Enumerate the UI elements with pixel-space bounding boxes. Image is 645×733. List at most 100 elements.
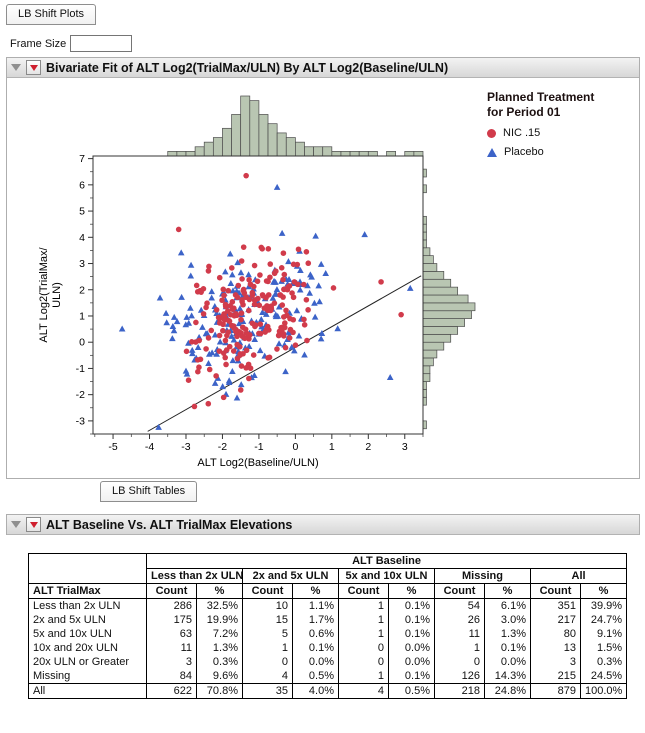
scatter-point-nic15[interactable]	[185, 377, 192, 383]
scatter-point-nic15[interactable]	[250, 352, 257, 358]
y-histogram-bar[interactable]	[422, 389, 427, 398]
scatter-point-nic15[interactable]	[284, 286, 291, 293]
y-histogram-bar[interactable]	[422, 255, 434, 264]
scatter-point-placebo[interactable]	[237, 269, 245, 276]
scatter-point-placebo[interactable]	[182, 321, 190, 328]
scatter-point-nic15[interactable]	[204, 300, 210, 307]
y-histogram-bar[interactable]	[422, 271, 445, 280]
scatter-point-placebo[interactable]	[213, 350, 220, 357]
scatter-point-nic15[interactable]	[305, 307, 311, 313]
scatter-point-nic15[interactable]	[220, 286, 227, 293]
scatter-point-placebo[interactable]	[285, 328, 292, 335]
scatter-point-placebo[interactable]	[229, 367, 236, 374]
scatter-point-nic15[interactable]	[246, 277, 252, 283]
scatter-point-nic15[interactable]	[193, 319, 199, 326]
scatter-point-nic15[interactable]	[203, 346, 209, 352]
scatter-point-placebo[interactable]	[208, 288, 216, 295]
scatter-point-nic15[interactable]	[238, 310, 245, 316]
scatter-point-nic15[interactable]	[263, 278, 270, 284]
scatter-point-placebo[interactable]	[317, 335, 325, 342]
tab-lb-shift-tables[interactable]: LB Shift Tables	[100, 481, 198, 502]
scatter-point-nic15[interactable]	[378, 279, 384, 285]
scatter-point-placebo[interactable]	[273, 286, 281, 293]
scatter-point-placebo[interactable]	[163, 319, 170, 326]
scatter-point-placebo[interactable]	[251, 372, 258, 379]
scatter-point-placebo[interactable]	[235, 320, 243, 327]
scatter-point-placebo[interactable]	[188, 312, 195, 319]
scatter-point-nic15[interactable]	[281, 271, 288, 278]
y-histogram-bar[interactable]	[422, 231, 427, 241]
scatter-point-nic15[interactable]	[200, 311, 207, 317]
tab-lb-shift-plots[interactable]: LB Shift Plots	[6, 4, 97, 25]
frame-size-input[interactable]	[70, 35, 133, 52]
scatter-point-placebo[interactable]	[187, 261, 195, 268]
scatter-point-nic15[interactable]	[246, 296, 253, 303]
scatter-point-placebo[interactable]	[275, 303, 283, 310]
scatter-point-nic15[interactable]	[265, 246, 272, 252]
scatter-point-placebo[interactable]	[233, 394, 241, 401]
scatter-point-nic15[interactable]	[265, 355, 271, 361]
scatter-point-nic15[interactable]	[280, 330, 287, 337]
scatter-point-nic15[interactable]	[233, 312, 240, 319]
scatter-point-nic15[interactable]	[257, 321, 264, 327]
scatter-point-placebo[interactable]	[291, 347, 298, 354]
y-histogram-bar[interactable]	[422, 215, 427, 225]
x-histogram-bar[interactable]	[212, 137, 223, 157]
x-histogram-bar[interactable]	[258, 114, 269, 157]
scatter-point-placebo[interactable]	[187, 304, 194, 311]
scatter-point-nic15[interactable]	[216, 348, 223, 354]
scatter-point-nic15[interactable]	[193, 282, 200, 289]
scatter-point-placebo[interactable]	[251, 335, 259, 342]
scatter-point-placebo[interactable]	[361, 231, 368, 238]
scatter-point-nic15[interactable]	[241, 335, 248, 342]
scatter-point-nic15[interactable]	[252, 323, 258, 330]
scatter-point-nic15[interactable]	[238, 258, 245, 264]
y-histogram-bar[interactable]	[422, 168, 427, 178]
x-histogram-bar[interactable]	[295, 141, 305, 157]
scatter-point-placebo[interactable]	[278, 229, 286, 236]
scatter-point-nic15[interactable]	[282, 320, 288, 326]
x-histogram-bar[interactable]	[386, 151, 397, 157]
scatter-point-nic15[interactable]	[194, 357, 201, 363]
scatter-point-nic15[interactable]	[205, 400, 212, 407]
x-histogram-bar[interactable]	[367, 151, 378, 157]
scatter-point-nic15[interactable]	[267, 274, 273, 281]
scatter-point-nic15[interactable]	[271, 300, 278, 306]
scatter-point-placebo[interactable]	[194, 344, 202, 351]
y-histogram-bar[interactable]	[422, 239, 427, 249]
scatter-point-nic15[interactable]	[301, 281, 307, 288]
scatter-point-nic15[interactable]	[205, 268, 212, 274]
legend-item-placebo[interactable]: Placebo	[487, 146, 594, 158]
scatter-point-placebo[interactable]	[288, 343, 296, 350]
scatter-point-nic15[interactable]	[220, 321, 226, 328]
disclosure-triangle-icon[interactable]	[11, 64, 21, 71]
scatter-point-placebo[interactable]	[188, 346, 196, 353]
scatter-point-placebo[interactable]	[216, 338, 224, 345]
scatter-point-placebo[interactable]	[202, 330, 210, 337]
scatter-point-nic15[interactable]	[205, 335, 212, 341]
scatter-point-placebo[interactable]	[178, 293, 185, 300]
scatter-point-nic15[interactable]	[279, 326, 286, 332]
scatter-point-nic15[interactable]	[295, 246, 302, 253]
y-histogram-bar[interactable]	[422, 223, 427, 233]
scatter-point-nic15[interactable]	[290, 329, 296, 336]
x-histogram-bar[interactable]	[404, 151, 415, 157]
scatter-point-nic15[interactable]	[246, 375, 252, 382]
y-histogram-bar[interactable]	[422, 310, 472, 319]
y-histogram-bar[interactable]	[422, 373, 431, 382]
scatter-point-placebo[interactable]	[229, 357, 237, 364]
scatter-point-nic15[interactable]	[195, 368, 201, 375]
scatter-point-placebo[interactable]	[285, 258, 292, 265]
y-histogram-bar[interactable]	[422, 294, 469, 304]
scatter-point-placebo[interactable]	[118, 325, 126, 332]
scatter-point-nic15[interactable]	[263, 326, 270, 333]
scatter-point-nic15[interactable]	[243, 330, 250, 337]
scatter-point-placebo[interactable]	[297, 267, 304, 274]
x-histogram-bar[interactable]	[313, 146, 324, 157]
scatter-point-nic15[interactable]	[247, 281, 254, 288]
scatter-point-nic15[interactable]	[206, 366, 213, 373]
scatter-point-placebo[interactable]	[245, 342, 253, 349]
scatter-point-placebo[interactable]	[222, 268, 229, 275]
scatter-point-nic15[interactable]	[301, 316, 307, 323]
scatter-point-placebo[interactable]	[173, 318, 181, 325]
